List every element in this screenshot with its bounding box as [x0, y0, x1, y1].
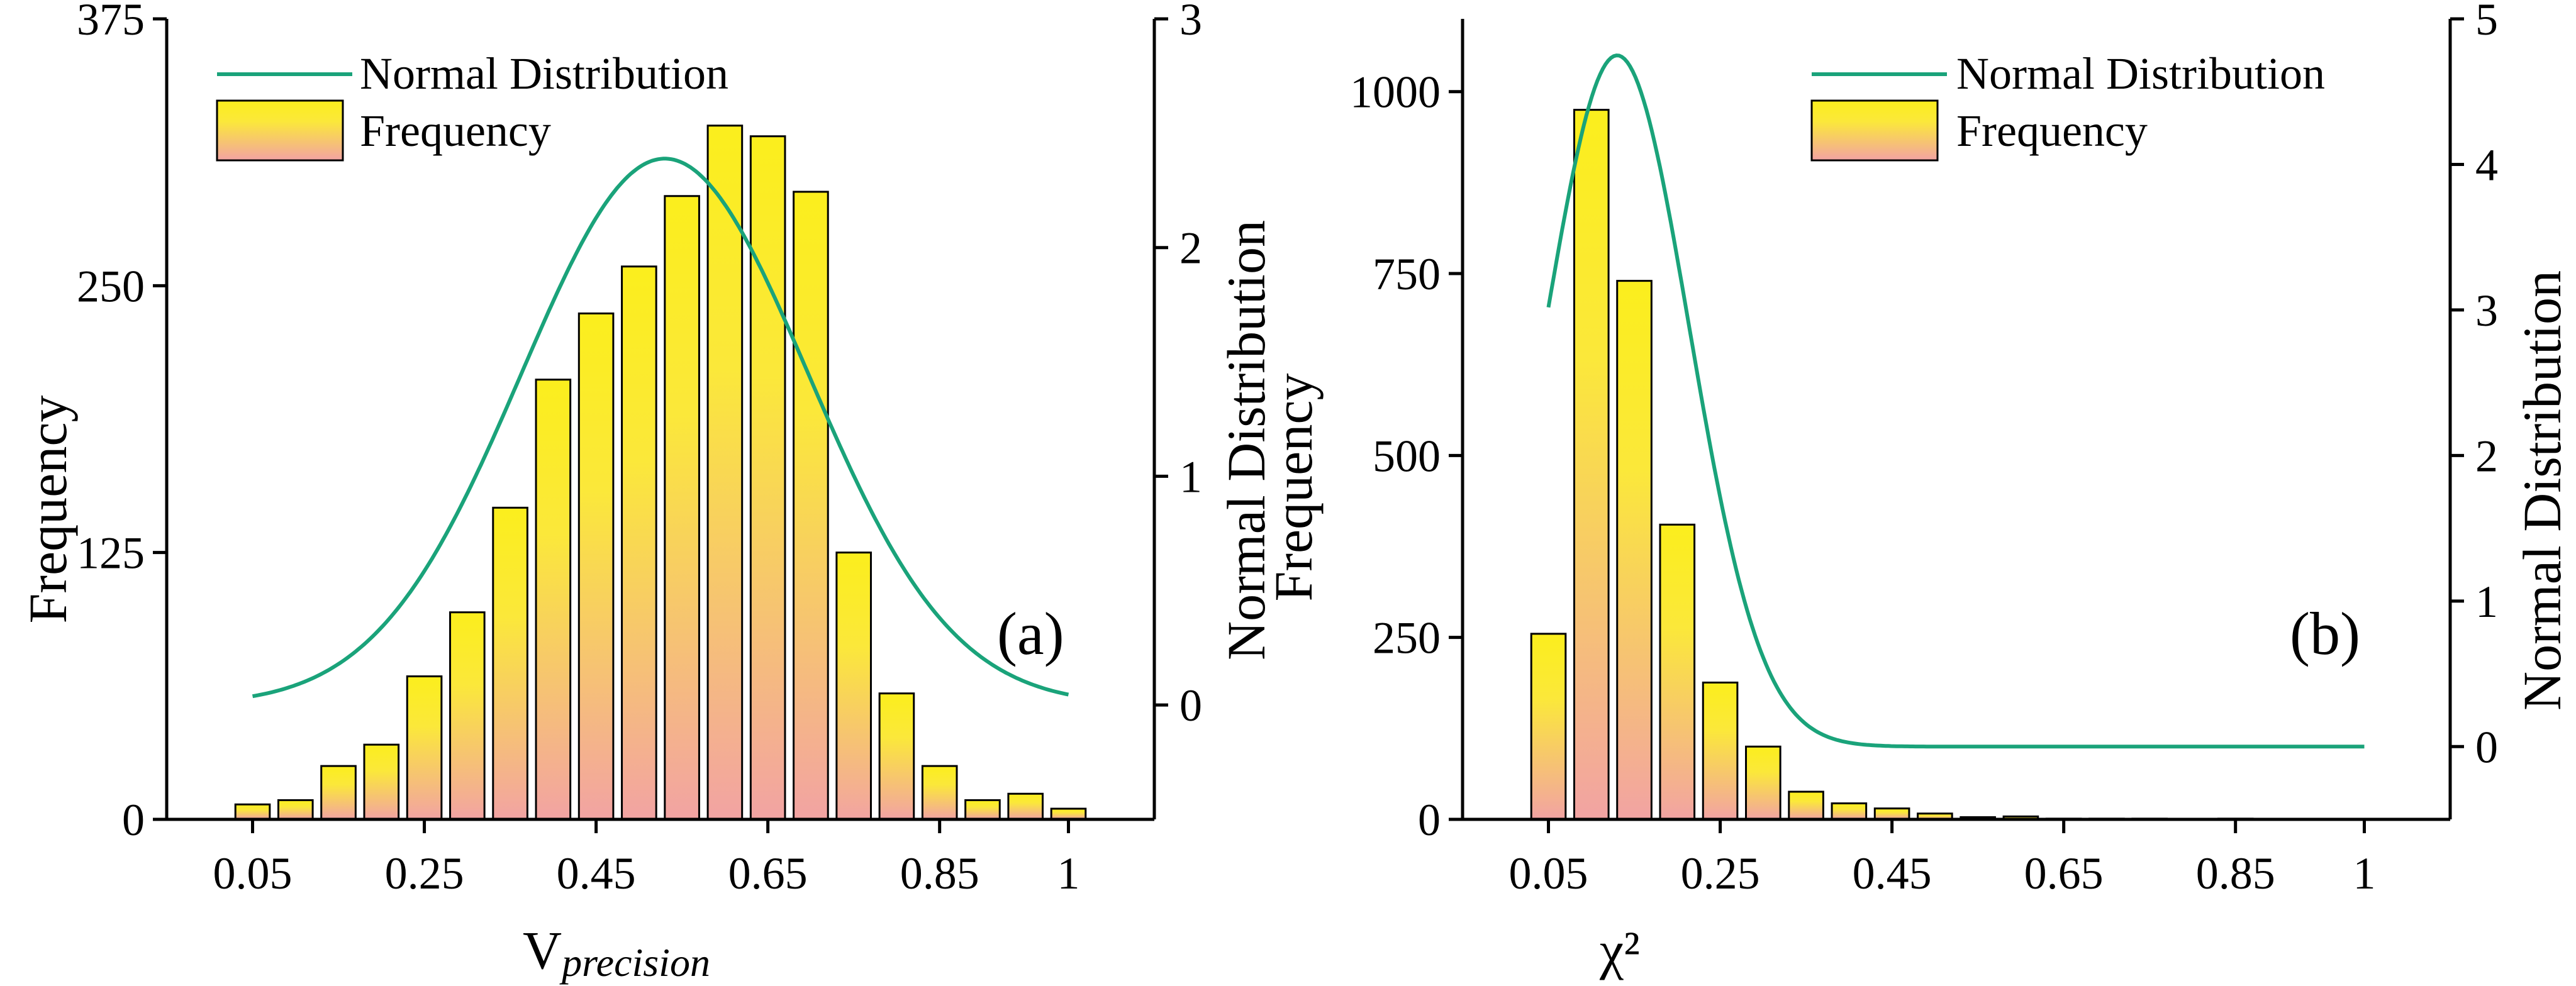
bar: [921, 765, 958, 821]
y-tick-label: 375: [77, 0, 145, 45]
y-tick-label: 1000: [1350, 67, 1441, 118]
bar: [749, 135, 786, 821]
bar: [1573, 109, 1610, 821]
bar: [1659, 523, 1696, 821]
curve-b: [1546, 53, 2365, 749]
legend-bar-label-a: Frequency: [360, 106, 551, 156]
y2-tick-label: 5: [2475, 0, 2498, 45]
y-tick-label: 750: [1373, 249, 1441, 299]
x-tick-label: 0.25: [1681, 848, 1760, 899]
legend-bar-label-b: Frequency: [1956, 106, 2148, 156]
bar: [964, 799, 1001, 821]
bar: [406, 675, 443, 821]
x-axis-title-b: χ²: [1599, 920, 1640, 980]
panel-label-a: (a): [997, 600, 1064, 667]
y2-tick-label: 2: [1179, 223, 1202, 274]
y2-tick-label: 1: [1179, 451, 1202, 502]
y-axis-title-a: Frequency: [18, 396, 78, 624]
y-tick-label: 0: [122, 795, 145, 845]
curve-a: [252, 157, 1069, 699]
x-tick-label: 1: [1057, 848, 1079, 899]
y2-tick-label: 3: [2475, 285, 2498, 336]
bar: [320, 765, 357, 821]
bar: [793, 191, 829, 821]
y-tick-label: 500: [1373, 431, 1441, 481]
bar: [234, 803, 271, 821]
panel-label-b: (b): [2290, 600, 2360, 667]
y2-axis-title-a: Normal Distribution: [1216, 220, 1276, 660]
axes-a: [165, 19, 1156, 821]
legend-bar-swatch-a: [216, 99, 344, 162]
y-tick-label: 0: [1418, 795, 1441, 845]
bar: [277, 799, 314, 821]
x-axis-title-main-a: V: [523, 920, 562, 980]
x-tick-label: 0.05: [1509, 848, 1588, 899]
y-tick-label: 125: [77, 528, 145, 579]
x-axis-title-sub-a: precision: [559, 940, 710, 985]
legend-b: Normal Distribution Frequency: [1810, 48, 2325, 162]
x-tick-label: 0.85: [900, 848, 979, 899]
x-tick-label: 0.45: [557, 848, 636, 899]
bars-a: [234, 125, 1087, 821]
bar: [1873, 807, 1910, 821]
bar: [449, 611, 486, 821]
legend-line-label-b: Normal Distribution: [1956, 48, 2325, 99]
bar: [577, 312, 615, 821]
bar: [878, 692, 915, 821]
legend-line-label-a: Normal Distribution: [360, 48, 728, 99]
bar: [621, 265, 657, 821]
y-tick-label: 250: [77, 261, 145, 311]
normal-curve: [252, 157, 1069, 699]
bar: [492, 506, 528, 821]
bar: [1702, 681, 1739, 821]
y2-tick-label: 0: [1179, 680, 1202, 731]
normal-curve: [1546, 53, 2365, 749]
bar: [535, 379, 572, 821]
y2-tick-label: 3: [1179, 0, 1202, 45]
bar: [1007, 792, 1044, 821]
y2-axis-title-b: Normal Distribution: [2512, 270, 2572, 711]
bar: [1745, 745, 1781, 821]
x-axis-title-a: Vprecision: [523, 920, 710, 985]
y-tick-label: 250: [1373, 613, 1441, 663]
x-tick-label: 0.25: [385, 848, 464, 899]
bar: [835, 551, 872, 821]
bar: [1788, 790, 1824, 821]
x-tick-label: 0.65: [728, 848, 808, 899]
chart-panel-b: 0.05 0.25 0.45 0.65 0.85 1 0 250 500 750 1000 0 1 2 3 4…: [1263, 0, 2572, 980]
bar: [1050, 807, 1087, 821]
ticks-a: 0.05 0.25 0.45 0.65 0.85 1 0 125 250 375 0 1 2 3: [77, 0, 1202, 899]
x-tick-label: 0.85: [2196, 848, 2275, 899]
bar: [1831, 802, 1868, 821]
bars-b: [1530, 109, 2254, 821]
x-tick-label: 0.45: [1853, 848, 1932, 899]
axes-b: [1461, 19, 2452, 821]
bar: [664, 195, 700, 821]
bar: [1530, 633, 1567, 821]
x-tick-label: 1: [2353, 848, 2375, 899]
x-tick-label: 0.05: [213, 848, 293, 899]
y2-tick-label: 2: [2475, 431, 2498, 481]
bar: [706, 125, 744, 821]
y2-tick-label: 1: [2475, 577, 2498, 627]
y-axis-title-b: Frequency: [1263, 374, 1324, 602]
bar: [1616, 280, 1653, 821]
legend-bar-swatch-b: [1810, 99, 1939, 162]
y2-tick-label: 4: [2475, 140, 2498, 190]
x-tick-label: 0.65: [2024, 848, 2104, 899]
y2-tick-label: 0: [2475, 722, 2498, 772]
chart-panel-a: 0.05 0.25 0.45 0.65 0.85 1 0 125 250 375 0 1 2 3 Norm…: [18, 0, 1276, 985]
ticks-b: 0.05 0.25 0.45 0.65 0.85 1 0 250 500 750 1000 0 1 2 3 4…: [1350, 0, 2498, 899]
legend-a: Normal Distribution Frequency: [216, 48, 728, 162]
bar: [363, 743, 400, 821]
